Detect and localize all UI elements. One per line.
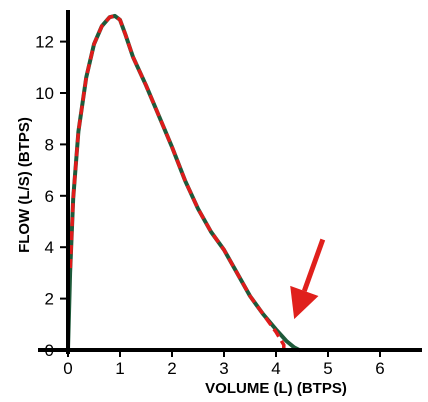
series-solid-line xyxy=(66,13,302,352)
x-tick-label: 1 xyxy=(115,359,124,378)
x-tick-label: 4 xyxy=(271,359,280,378)
x-tick-label: 6 xyxy=(375,359,384,378)
y-tick-label: 10 xyxy=(35,84,54,103)
series-layer xyxy=(66,13,302,352)
arrow-shaft xyxy=(301,238,326,292)
series-dashed-line xyxy=(66,14,286,350)
x-tick-label: 5 xyxy=(323,359,332,378)
arrow-head xyxy=(290,285,319,320)
y-axis-title: FLOW (L/S) (BTPS) xyxy=(16,117,33,253)
ticks-layer: 0246810120123456 xyxy=(35,33,385,378)
annotation-layer xyxy=(290,238,326,320)
x-tick-label: 2 xyxy=(167,359,176,378)
y-tick-label: 8 xyxy=(45,135,54,154)
y-tick-label: 6 xyxy=(45,187,54,206)
y-tick-label: 2 xyxy=(45,290,54,309)
y-tick-label: 12 xyxy=(35,33,54,52)
x-tick-label: 0 xyxy=(63,359,72,378)
x-axis-title: VOLUME (L) (BTPS) xyxy=(205,380,347,397)
y-tick-label: 4 xyxy=(45,238,54,257)
x-tick-label: 3 xyxy=(219,359,228,378)
